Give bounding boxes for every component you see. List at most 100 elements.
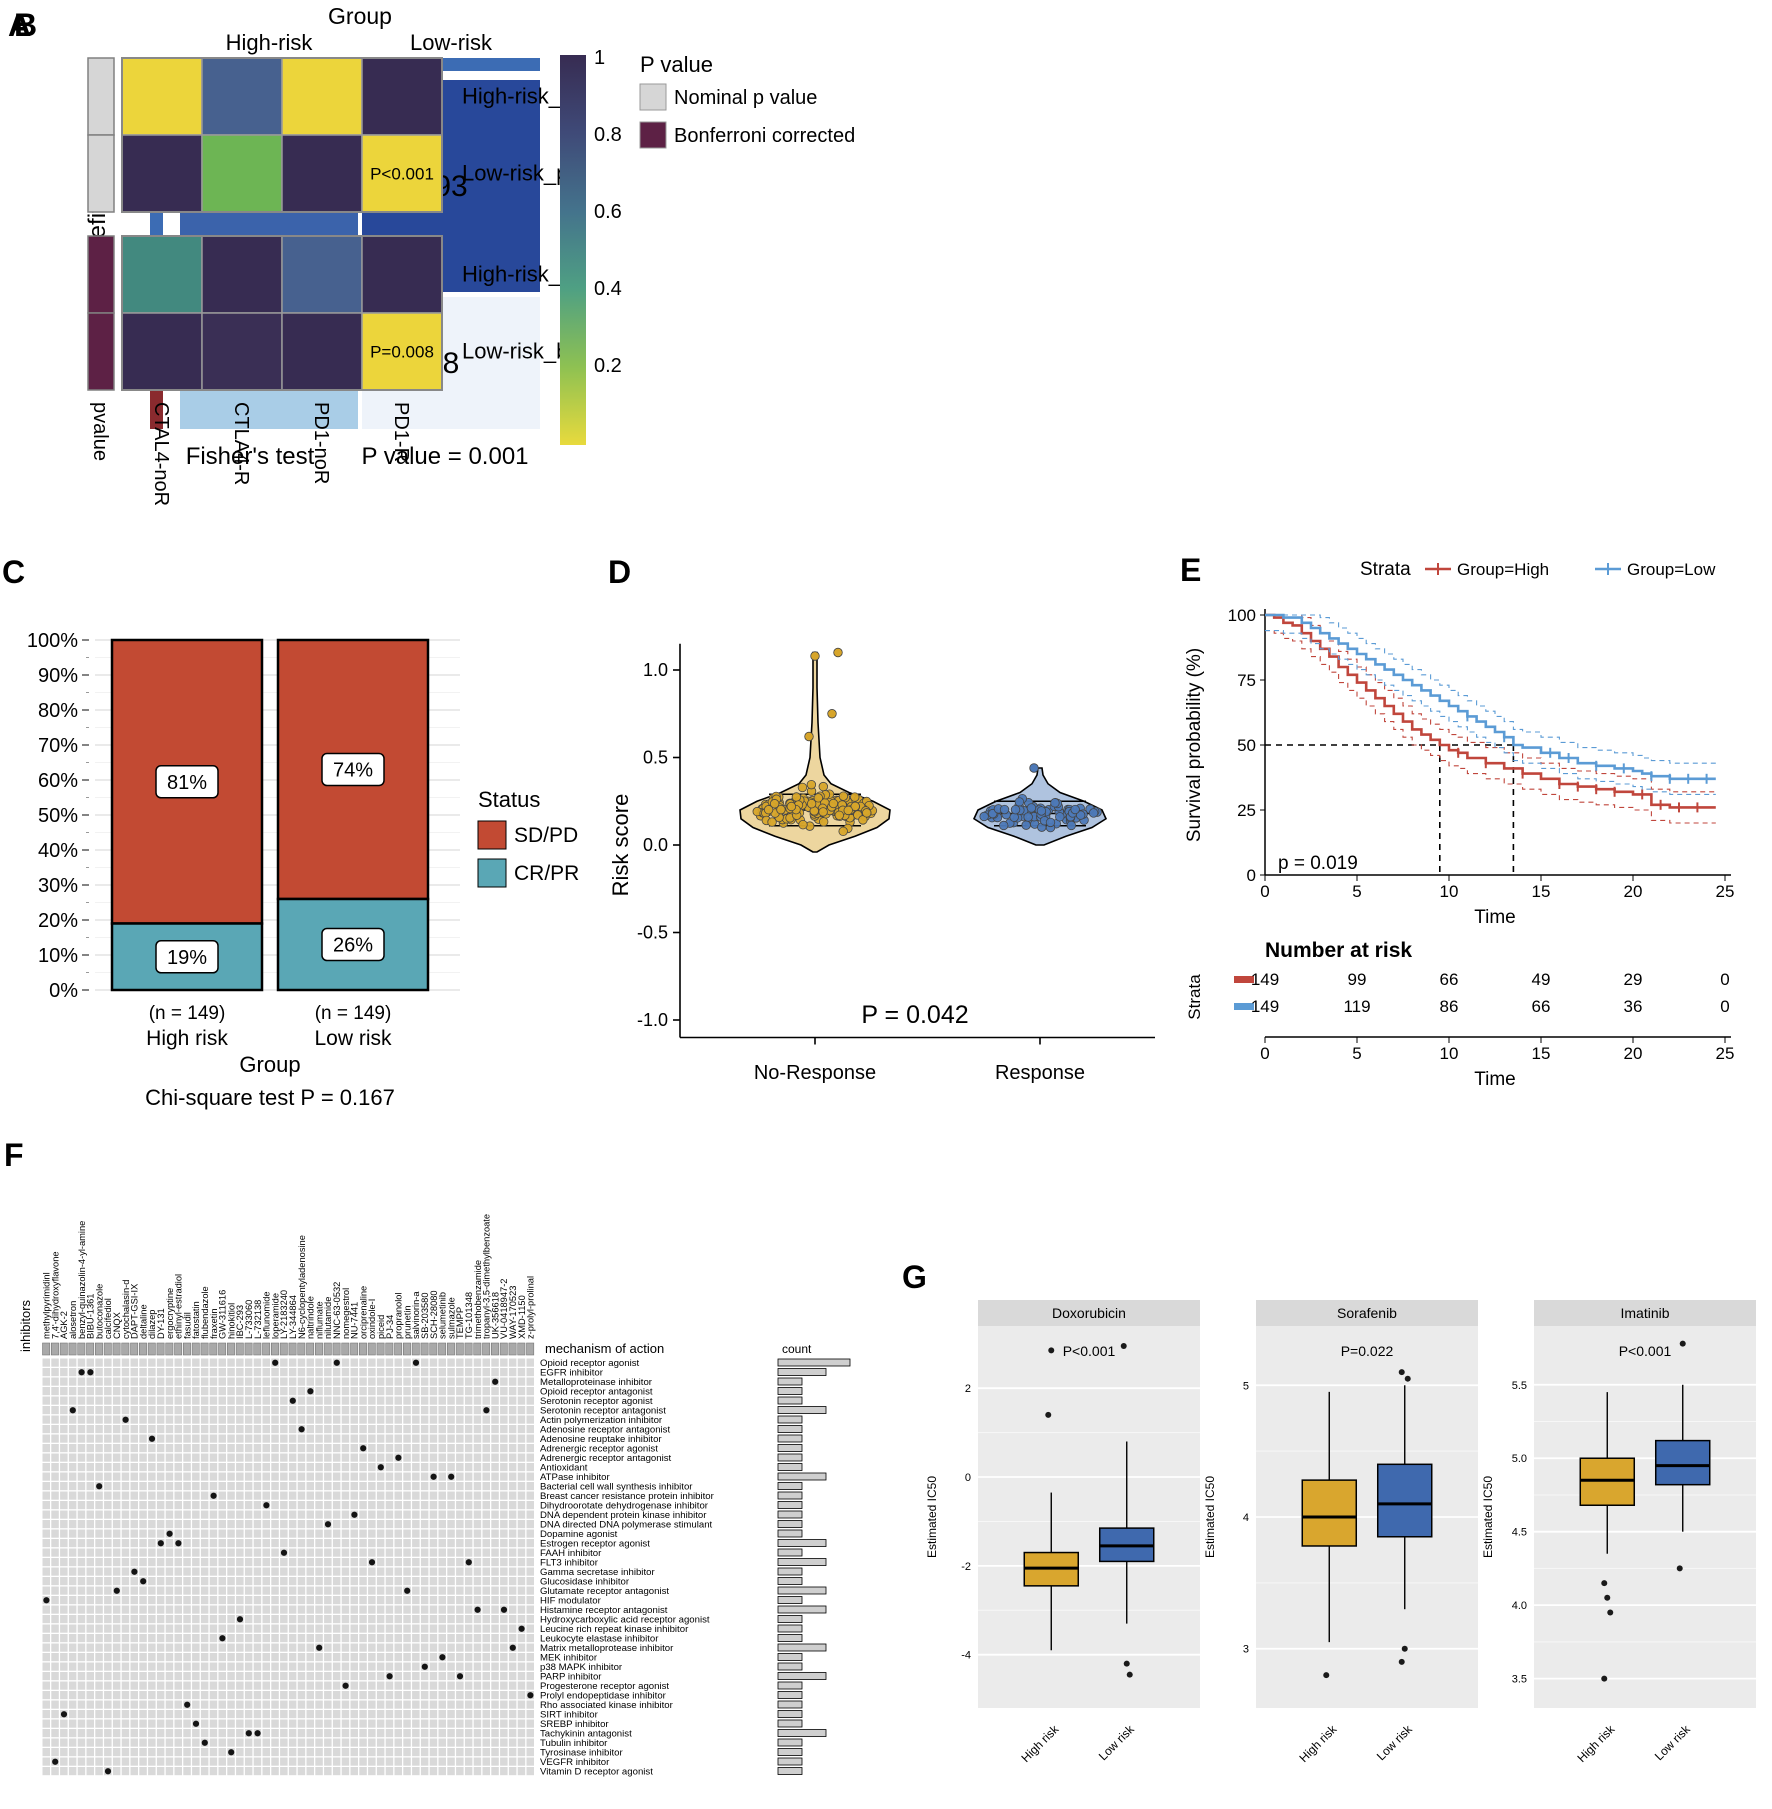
matrix-cell (86, 1453, 94, 1462)
legend-label: Group=Low (1627, 560, 1716, 579)
header-strip-cell (464, 1342, 473, 1356)
matrix-cell (77, 1681, 86, 1690)
matrix-cell (130, 1662, 138, 1671)
matrix-cell (412, 1700, 420, 1709)
matrix-cell (200, 1634, 209, 1643)
matrix-cell (350, 1710, 358, 1719)
matrix-cell (429, 1387, 438, 1396)
matrix-cell (60, 1510, 68, 1519)
matrix-cell (60, 1368, 68, 1377)
matrix-cell (156, 1415, 165, 1424)
matrix-cell (368, 1491, 376, 1500)
matrix-cell (121, 1586, 130, 1595)
matrix-cell (385, 1425, 394, 1434)
matrix-cell (253, 1596, 262, 1605)
matrix-cell (429, 1672, 438, 1681)
matrix-cell (412, 1653, 420, 1662)
matrix-cell (315, 1577, 323, 1586)
matrix-cell (104, 1567, 112, 1576)
mechanism-label: Progesterone receptor agonist (540, 1681, 669, 1692)
matrix-cell (350, 1482, 358, 1491)
matrix-cell (227, 1757, 235, 1766)
matrix-cell (508, 1577, 517, 1586)
matrix-cell (508, 1729, 517, 1738)
matrix-cell (174, 1529, 182, 1538)
matrix-cell (192, 1643, 200, 1652)
matrix-cell (385, 1567, 394, 1576)
matrix-cell (236, 1406, 244, 1415)
mechanism-dot (166, 1530, 173, 1537)
matrix-cell (385, 1596, 394, 1605)
matrix-cell (438, 1396, 446, 1405)
matrix-cell (464, 1567, 473, 1576)
strata-legend-title: Strata (1360, 559, 1411, 580)
matrix-cell (394, 1643, 402, 1652)
matrix-cell (86, 1691, 94, 1700)
matrix-cell (165, 1406, 174, 1415)
matrix-cell (500, 1757, 508, 1766)
mechanism-dot (210, 1492, 217, 1499)
matrix-cell (508, 1453, 517, 1462)
matrix-cell (51, 1672, 59, 1681)
matrix-cell (174, 1501, 182, 1510)
matrix-cell (148, 1520, 156, 1529)
matrix-cell (218, 1577, 226, 1586)
mechanism-dot (412, 1359, 420, 1366)
matrix-cell (236, 1491, 244, 1500)
matrix-cell (280, 1662, 288, 1671)
matrix-cell (526, 1662, 534, 1671)
matrix-cell (517, 1748, 526, 1757)
matrix-cell (350, 1596, 358, 1605)
matrix-cell (368, 1453, 376, 1462)
matrix-cell (517, 1463, 526, 1472)
matrix-cell (491, 1444, 499, 1453)
matrix-cell (60, 1634, 68, 1643)
matrix-cell (447, 1643, 455, 1652)
matrix-cell (429, 1529, 438, 1538)
panel-label-g: G (902, 1259, 927, 1295)
matrix-cell (51, 1691, 59, 1700)
matrix-cell (148, 1577, 156, 1586)
matrix-cell (104, 1463, 112, 1472)
matrix-cell (77, 1586, 86, 1595)
matrix-cell (482, 1748, 490, 1757)
mechanism-label: Actin polymerization inhibitor (540, 1415, 663, 1426)
sample-point (1045, 817, 1056, 828)
header-strip-cell (121, 1342, 130, 1356)
matrix-cell (359, 1396, 367, 1405)
group-title: Group (328, 3, 392, 29)
inhibitor-label: calcifediol (103, 1298, 113, 1339)
matrix-cell (86, 1539, 94, 1548)
matrix-cell (306, 1434, 314, 1443)
matrix-cell (200, 1434, 209, 1443)
header-strip-cell (314, 1342, 323, 1356)
inhibitor-label: WAY-170523 (508, 1286, 518, 1339)
matrix-cell (447, 1634, 455, 1643)
matrix-cell (324, 1624, 332, 1633)
matrix-cell (42, 1415, 50, 1424)
matrix-cell (420, 1738, 429, 1747)
matrix-cell (271, 1729, 279, 1738)
matrix-cell (447, 1368, 455, 1377)
matrix-cell (315, 1539, 323, 1548)
matrix-cell (447, 1757, 455, 1766)
matrix-cell (306, 1615, 314, 1624)
matrix-cell (517, 1529, 526, 1538)
matrix-cell (60, 1567, 68, 1576)
matrix-cell (148, 1719, 156, 1728)
matrix-cell (51, 1577, 59, 1586)
matrix-cell (464, 1520, 473, 1529)
matrix-cell (280, 1653, 288, 1662)
matrix-cell (517, 1472, 526, 1481)
matrix-cell (77, 1672, 86, 1681)
matrix-cell (526, 1738, 534, 1747)
matrix-cell (227, 1624, 235, 1633)
mechanism-label: Vitamin D receptor agonist (540, 1767, 653, 1778)
matrix-cell (192, 1596, 200, 1605)
matrix-cell (420, 1406, 429, 1415)
matrix-cell (95, 1605, 103, 1614)
matrix-cell (51, 1444, 59, 1453)
matrix-cell (112, 1396, 121, 1405)
matrix-cell (156, 1453, 165, 1462)
matrix-cell (104, 1415, 112, 1424)
